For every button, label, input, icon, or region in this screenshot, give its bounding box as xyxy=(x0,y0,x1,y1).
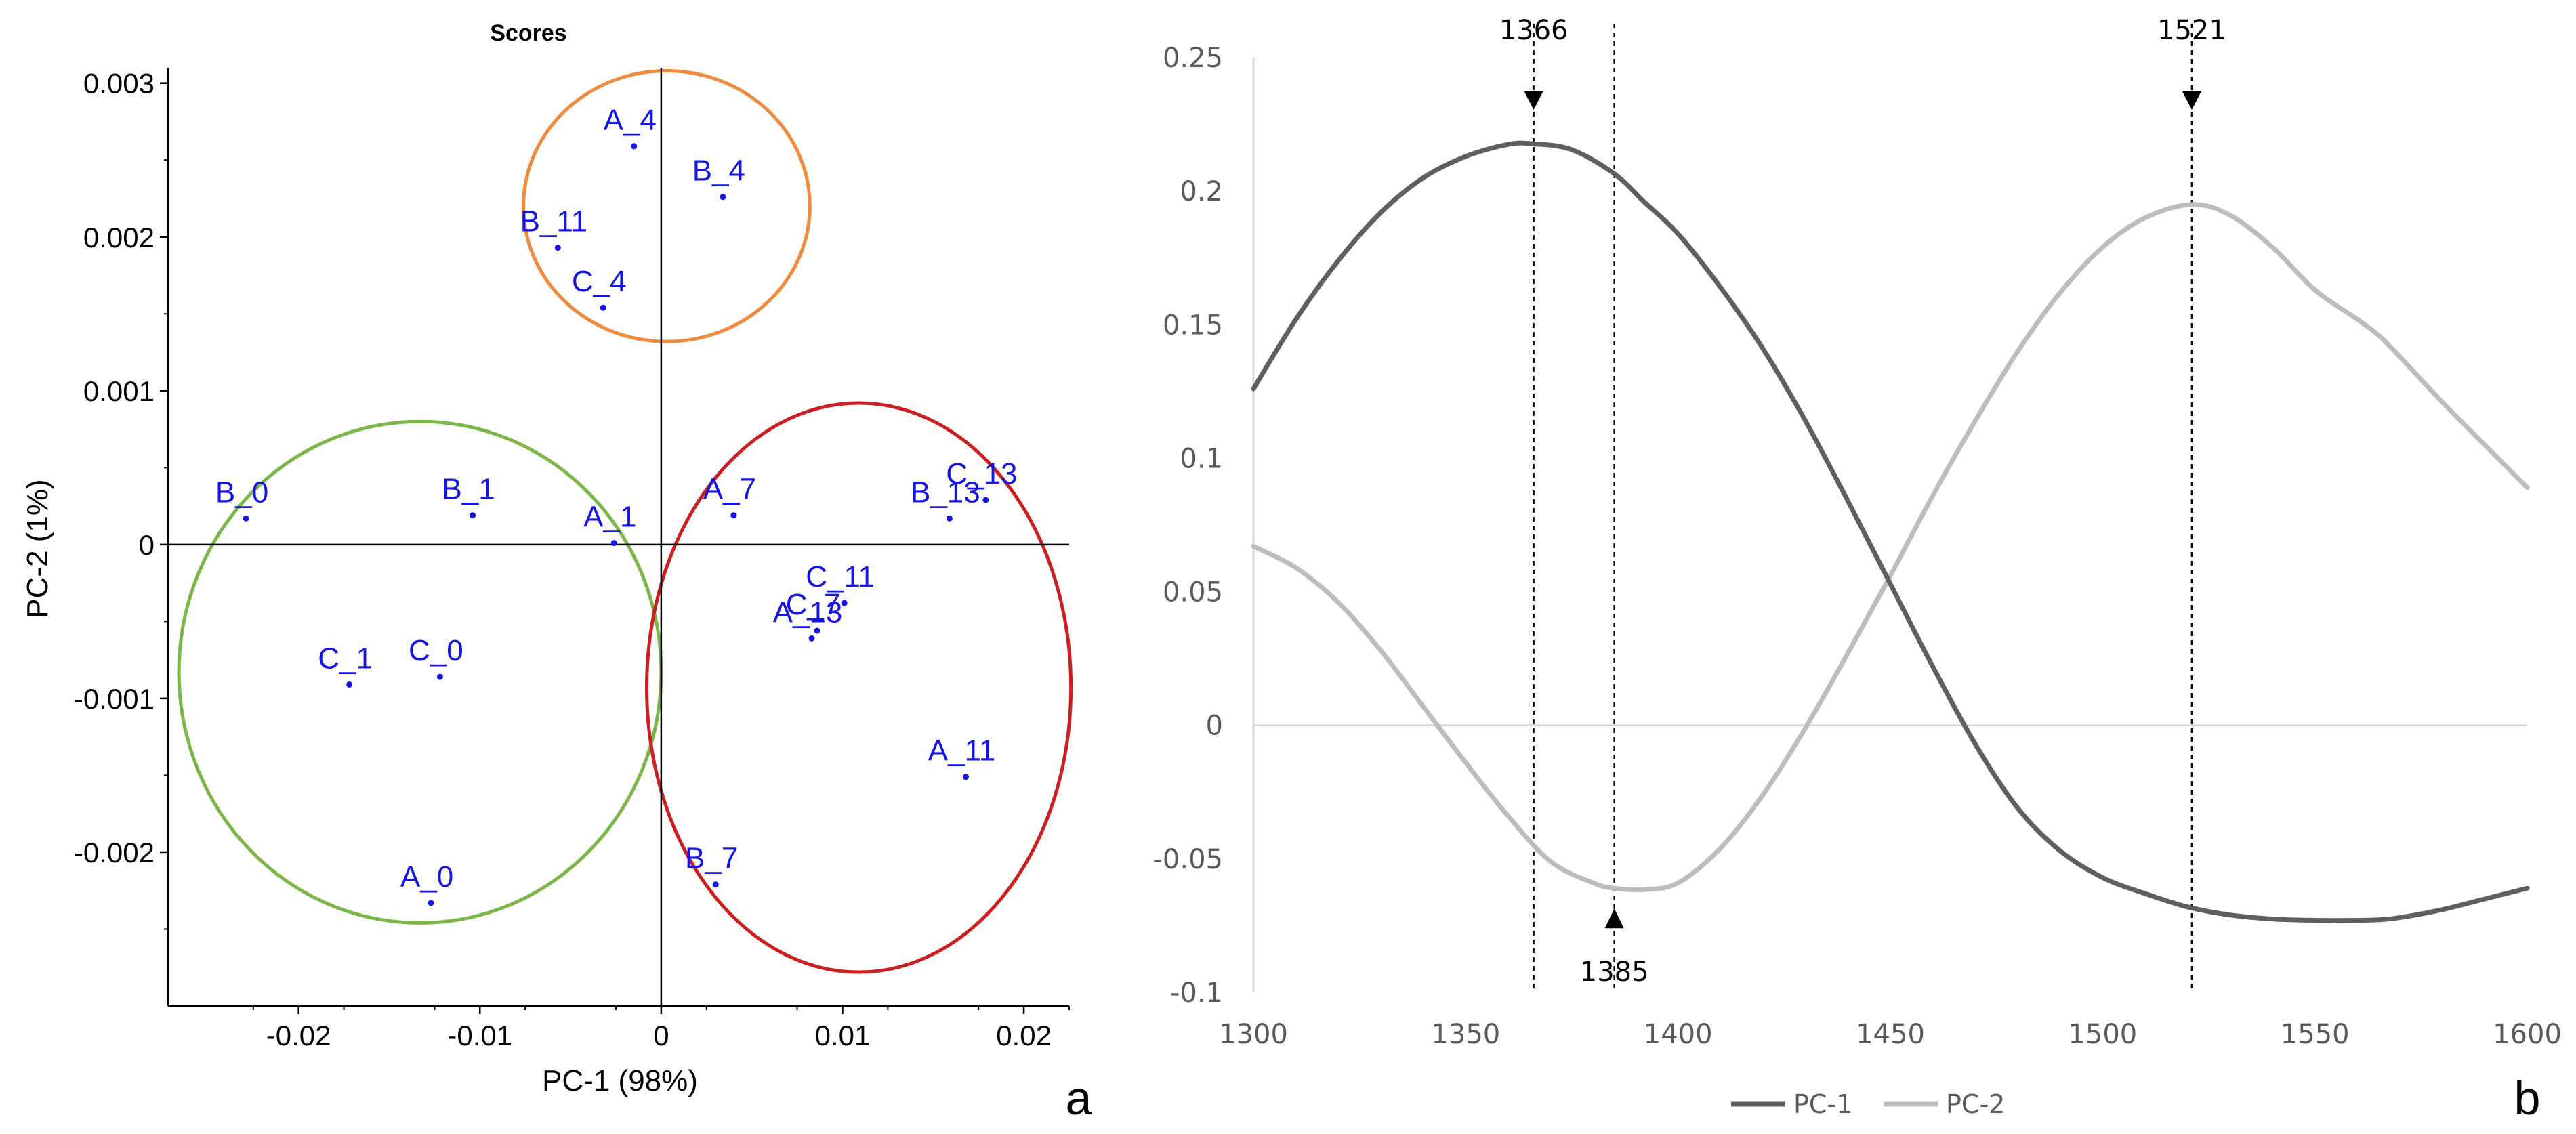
score-point-label: A_11 xyxy=(928,734,996,768)
score-point-A_11 xyxy=(962,774,969,780)
x-tick-label: 1500 xyxy=(2068,1019,2137,1050)
score-point-A_1 xyxy=(610,540,617,547)
score-point-C_7 xyxy=(814,627,820,634)
score-points: A_4 B_4 B_11 C_4 B_0 B_1 A_1 A_7 C_13B_13 C_11C_7… xyxy=(215,104,1017,906)
y-tick-label: -0.1 xyxy=(1170,978,1223,1009)
peak-annotations: 1366 1385 1521 xyxy=(1499,15,2226,992)
series-line-PC-1 xyxy=(1251,140,2530,923)
score-point-label: A_1 xyxy=(583,501,636,534)
peak-label: 1521 xyxy=(2157,15,2226,46)
y-tick-label: -0.001 xyxy=(74,683,154,715)
score-point-B_13 xyxy=(946,515,953,522)
score-point-C_4 xyxy=(600,304,606,311)
score-point-B_7 xyxy=(712,881,719,888)
x-tick-label: 0.01 xyxy=(815,1020,871,1051)
score-point-label: A_4 xyxy=(604,104,657,137)
score-point-label: A_0 xyxy=(400,860,453,894)
arrow-down-icon xyxy=(2182,91,2201,110)
score-point-label: C_4 xyxy=(572,265,627,298)
loading-lines xyxy=(1251,140,2530,923)
legend-label: PC-2 xyxy=(1946,1089,2005,1119)
x-tick-label: 1600 xyxy=(2493,1019,2562,1050)
scores-axes: -0.002 -0.001 0 0.001 0.002 0.003 -0.02 -0.01 0 0… xyxy=(74,68,1070,1051)
y-tick-label: 0.15 xyxy=(1163,310,1223,341)
score-point-label: B_4 xyxy=(692,154,745,188)
score-point-A_0 xyxy=(428,900,434,906)
orange-group-ellipse xyxy=(522,69,812,343)
score-point-label: A_7 xyxy=(703,473,756,506)
x-tick-label: 1300 xyxy=(1219,1019,1288,1050)
x-tick-label: 0.02 xyxy=(996,1020,1052,1051)
panel-letter-a: a xyxy=(1066,1072,1092,1125)
score-point-C_13 xyxy=(982,497,989,503)
y-axis-label: PC-2 (1%) xyxy=(21,479,54,618)
y-tick-label: 0 xyxy=(1206,711,1223,742)
score-point-label: C_11 xyxy=(806,560,875,593)
series-line-PC-2 xyxy=(1251,202,2530,893)
x-tick-label: 1350 xyxy=(1431,1019,1500,1050)
score-point-label: B_11 xyxy=(520,205,588,238)
score-point-label: B_7 xyxy=(685,842,738,875)
score-point-B_0 xyxy=(243,515,249,522)
score-point-C_1 xyxy=(346,681,353,688)
score-point-label: C_13 xyxy=(946,457,1017,490)
score-point-B_1 xyxy=(470,512,476,519)
score-point-B_4 xyxy=(720,194,726,201)
arrow-down-icon xyxy=(1524,91,1543,110)
y-tick-label: 0.25 xyxy=(1163,43,1223,74)
score-point-label: C_1 xyxy=(318,642,373,675)
y-tick-label: 0 xyxy=(139,529,154,561)
y-tick-label: 0.2 xyxy=(1180,176,1223,207)
legend: PC-1 PC-2 xyxy=(1731,1089,2005,1119)
y-tick-label: 0.003 xyxy=(83,68,154,100)
score-point-label: B_13 xyxy=(911,476,980,509)
x-tick-label: 1450 xyxy=(1856,1019,1925,1050)
y-tick-label: 0.05 xyxy=(1163,577,1223,608)
score-point-A_13 xyxy=(808,635,815,642)
score-point-label: C_0 xyxy=(409,634,463,667)
loadings-plot-panel: -0.1 -0.05 0 0.05 0.1 0.15 0.2 0.25 1300 1350 1400… xyxy=(1153,15,2562,1125)
score-point-A_7 xyxy=(730,512,737,519)
x-tick-label: 1550 xyxy=(2281,1019,2350,1050)
peak-label: 1366 xyxy=(1499,15,1569,46)
x-axis-label: PC-1 (98%) xyxy=(542,1064,698,1097)
y-tick-label: -0.002 xyxy=(74,837,154,868)
legend-label: PC-1 xyxy=(1793,1089,1852,1119)
score-point-label: B_1 xyxy=(442,473,495,506)
score-point-label: A_13 xyxy=(773,595,843,629)
score-point-C_11 xyxy=(841,600,848,606)
score-point-B_11 xyxy=(554,245,561,251)
peak-label: 1385 xyxy=(1580,957,1649,988)
y-tick-label: 0.1 xyxy=(1180,443,1223,474)
x-tick-label: 1400 xyxy=(1644,1019,1713,1050)
score-point-A_4 xyxy=(631,143,638,150)
loadings-axes: -0.1 -0.05 0 0.05 0.1 0.15 0.2 0.25 1300 1350 1400… xyxy=(1153,43,2562,1050)
arrow-up-icon xyxy=(1604,908,1624,929)
x-tick-label: -0.02 xyxy=(266,1020,331,1051)
y-tick-label: 0.001 xyxy=(83,375,154,407)
chart-title: Scores xyxy=(490,20,566,46)
y-tick-label: -0.05 xyxy=(1153,844,1224,875)
scores-plot-panel: Scores -0.002 -0.001 0 0.001 0.002 0.003 -0.02… xyxy=(21,20,1092,1125)
panel-letter-b: b xyxy=(2514,1072,2541,1125)
y-tick-label: 0.002 xyxy=(83,222,154,253)
x-tick-label: -0.01 xyxy=(447,1020,512,1051)
score-point-C_0 xyxy=(436,673,443,680)
score-point-label: C_7 xyxy=(786,588,841,621)
x-tick-label: 0 xyxy=(653,1020,669,1051)
red-group-ellipse xyxy=(644,401,1073,974)
score-point-label: B_0 xyxy=(215,476,268,509)
